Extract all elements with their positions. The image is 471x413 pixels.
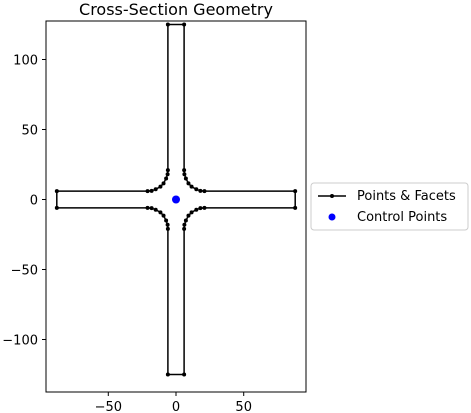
legend-label-control-points: Control Points	[357, 210, 447, 225]
outline-point	[182, 372, 187, 377]
outline-point	[165, 226, 170, 231]
outline-point	[186, 213, 191, 218]
y-tick-label: 50	[21, 124, 38, 139]
outline-point	[165, 172, 170, 177]
outline-point	[182, 168, 187, 173]
outline-point	[182, 22, 187, 27]
outline-point	[198, 206, 203, 211]
outline-point	[293, 205, 298, 210]
legend-box	[310, 182, 469, 231]
y-axis: −100 −50 0 50 100	[2, 54, 46, 349]
y-tick-label: 100	[13, 54, 38, 69]
outline-point	[182, 226, 187, 231]
chart-title: Cross-Section Geometry	[79, 0, 273, 19]
outline-point	[189, 184, 194, 189]
outline-point	[165, 222, 170, 227]
y-tick-label: −50	[11, 264, 38, 279]
outline-point	[183, 218, 188, 223]
outline-point	[145, 189, 150, 194]
x-tick-label: −50	[95, 400, 122, 413]
legend-label-points-facets: Points & Facets	[357, 189, 456, 204]
outline-point	[158, 210, 163, 215]
legend-control-marker	[328, 213, 336, 221]
outline-point	[198, 188, 203, 193]
outline-point	[165, 168, 170, 173]
outline-point	[149, 206, 154, 211]
outline-point	[202, 189, 207, 194]
outline-point	[164, 176, 169, 181]
outline-point	[153, 187, 158, 192]
outline-point	[165, 22, 170, 27]
outline-point	[194, 207, 199, 212]
control-point	[172, 195, 180, 204]
legend: Points & Facets Control Points	[310, 182, 469, 231]
outline-point	[153, 207, 158, 212]
outline-point	[186, 181, 191, 186]
plot-area	[45, 20, 307, 393]
y-tick-label: 0	[30, 194, 38, 209]
outline-point	[145, 205, 150, 210]
outline-point	[164, 218, 169, 223]
outline-point	[183, 176, 188, 181]
outline-point	[158, 184, 163, 189]
outline-point	[161, 181, 166, 186]
outline-point	[182, 172, 187, 177]
outline-point	[54, 189, 59, 194]
outline-point	[161, 213, 166, 218]
x-tick-label: 50	[235, 400, 252, 413]
outline-point	[189, 210, 194, 215]
outline-point	[54, 205, 59, 210]
plot-frame	[45, 20, 307, 393]
x-tick-label: 0	[172, 400, 180, 413]
outline-point	[194, 187, 199, 192]
x-axis: −50 0 50	[95, 392, 252, 413]
outline-point	[202, 205, 207, 210]
outline-point	[182, 222, 187, 227]
outline-point	[293, 189, 298, 194]
y-tick-label: −100	[2, 334, 38, 349]
outline-point	[165, 372, 170, 377]
legend-line-marker	[330, 194, 334, 198]
outline-point	[149, 188, 154, 193]
